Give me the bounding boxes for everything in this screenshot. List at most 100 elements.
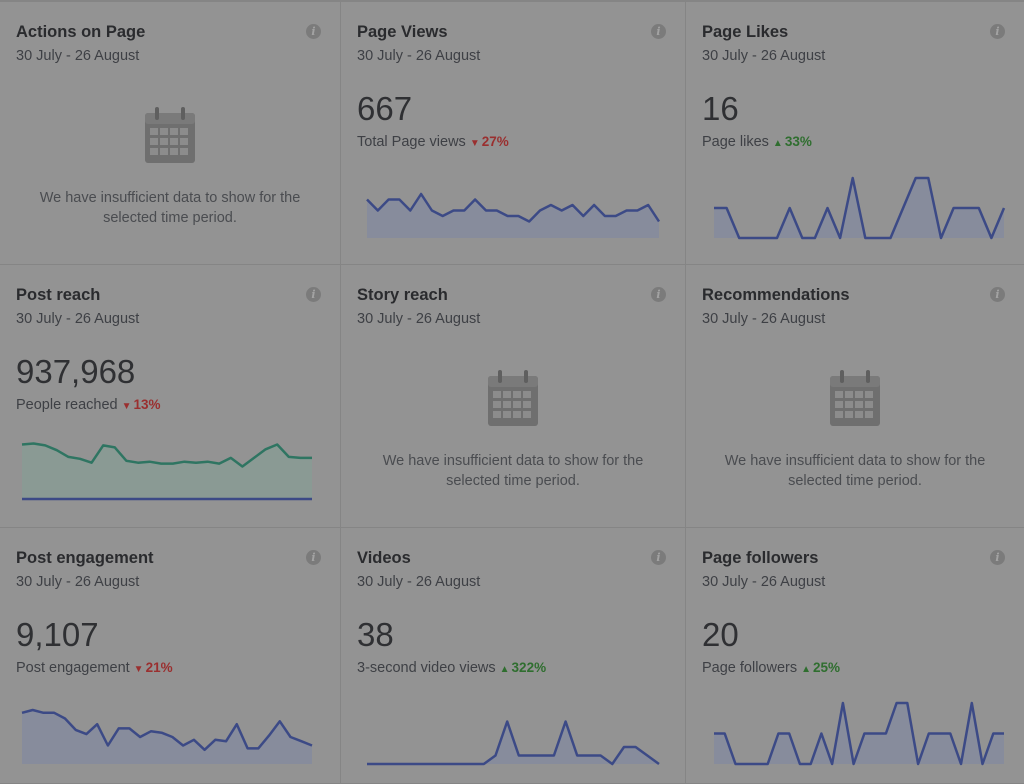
delta-badge: ▼ 21%: [134, 660, 173, 675]
sparkline-chart: [714, 176, 1006, 240]
sparkline-chart: [367, 720, 660, 766]
card-story-reach[interactable]: Story reach 30 July - 26 August i We hav…: [341, 265, 686, 528]
info-icon[interactable]: i: [990, 287, 1005, 302]
metric-label-row: People reached ▼ 13%: [16, 397, 161, 413]
calendar-icon: [145, 107, 195, 163]
sparkline-chart: [21, 708, 313, 764]
metric-label-row: Post engagement ▼ 21%: [16, 660, 173, 676]
card-title: Story reach: [357, 286, 448, 304]
metric-label: Page likes: [702, 134, 769, 150]
metric-value: 667: [357, 90, 413, 127]
card-date-range: 30 July - 26 August: [16, 48, 140, 64]
message-line: We have insufficient data to show for th…: [382, 453, 644, 469]
card-date-range: 30 July - 26 August: [702, 311, 826, 327]
info-icon[interactable]: i: [651, 550, 666, 565]
card-date-range: 30 July - 26 August: [357, 48, 481, 64]
sparkline-area: [367, 721, 659, 764]
delta-value: 21%: [145, 660, 173, 675]
message-line: selected time period.: [446, 473, 580, 489]
delta-value: 33%: [784, 134, 812, 149]
card-post-reach[interactable]: Post reach 30 July - 26 August i 937,968…: [0, 265, 341, 528]
insufficient-data-message: We have insufficient data to show for th…: [341, 451, 685, 491]
calendar-icon: [830, 370, 880, 426]
info-icon[interactable]: i: [306, 24, 321, 39]
info-icon[interactable]: i: [306, 287, 321, 302]
metric-value: 20: [702, 616, 739, 653]
delta-badge: ▲ 33%: [773, 134, 812, 149]
card-page-likes[interactable]: Page Likes 30 July - 26 August i 16 Page…: [686, 2, 1024, 265]
card-title: Actions on Page: [16, 23, 146, 41]
triangle-up-icon: ▲: [801, 664, 812, 675]
metric-label: People reached: [16, 397, 118, 413]
insufficient-data-message: We have insufficient data to show for th…: [686, 451, 1024, 491]
triangle-down-icon: ▼: [133, 664, 144, 675]
metric-label-row: 3-second video views ▲ 322%: [357, 660, 546, 676]
info-icon[interactable]: i: [651, 24, 666, 39]
triangle-down-icon: ▼: [469, 138, 480, 149]
info-icon[interactable]: i: [990, 24, 1005, 39]
sparkline-area: [22, 710, 312, 764]
card-title: Page Views: [357, 23, 448, 41]
delta-badge: ▲ 322%: [500, 660, 546, 675]
sparkline-series-0: [367, 720, 660, 766]
metric-value: 9,107: [16, 616, 99, 653]
metric-label: Post engagement: [16, 660, 130, 676]
triangle-down-icon: ▼: [121, 401, 132, 412]
sparkline-series-0: [21, 708, 313, 752]
calendar-icon: [488, 370, 538, 426]
sparkline-series-0: [714, 701, 1004, 766]
metric-label: Total Page views: [357, 134, 466, 150]
card-page-views[interactable]: Page Views 30 July - 26 August i 667 Tot…: [341, 2, 686, 265]
card-post-engagement[interactable]: Post engagement 30 July - 26 August i 9,…: [0, 528, 341, 784]
delta-badge: ▲ 25%: [801, 660, 840, 675]
card-recommendations[interactable]: Recommendations 30 July - 26 August i We…: [686, 265, 1024, 528]
card-date-range: 30 July - 26 August: [357, 311, 481, 327]
triangle-up-icon: ▲: [499, 664, 510, 675]
sparkline-series-0: [366, 192, 661, 223]
card-actions-on-page[interactable]: Actions on Page 30 July - 26 August i We…: [0, 2, 341, 265]
triangle-up-icon: ▲: [772, 138, 783, 149]
info-icon[interactable]: i: [990, 550, 1005, 565]
delta-value: 25%: [813, 660, 841, 675]
delta-value: 322%: [511, 660, 547, 675]
sparkline-area: [714, 703, 1004, 764]
info-icon[interactable]: i: [651, 287, 666, 302]
metric-label-row: Total Page views ▼ 27%: [357, 134, 509, 150]
sparkline-chart: [366, 192, 661, 238]
sparkline-chart: [714, 701, 1004, 766]
metric-value: 937,968: [16, 353, 136, 390]
sparkline-series-0: [714, 176, 1006, 240]
card-date-range: 30 July - 26 August: [702, 574, 826, 590]
metric-label: 3-second video views: [357, 660, 496, 676]
sparkline-area: [22, 443, 312, 500]
card-title: Post reach: [16, 286, 101, 304]
insufficient-data-message: We have insufficient data to show for th…: [0, 188, 340, 228]
delta-badge: ▼ 27%: [470, 134, 509, 149]
message-line: selected time period.: [103, 210, 237, 226]
info-icon[interactable]: i: [306, 550, 321, 565]
metric-label: Page followers: [702, 660, 798, 676]
metric-label-row: Page followers ▲ 25%: [702, 660, 840, 676]
delta-value: 13%: [133, 397, 161, 412]
metric-value: 16: [702, 90, 739, 127]
delta-badge: ▼ 13%: [122, 397, 161, 412]
card-page-followers[interactable]: Page followers 30 July - 26 August i 20 …: [686, 528, 1024, 784]
card-videos[interactable]: Videos 30 July - 26 August i 38 3-second…: [341, 528, 686, 784]
card-title: Page Likes: [702, 23, 789, 41]
card-title: Page followers: [702, 549, 819, 567]
sparkline-series-0: [21, 442, 312, 468]
card-date-range: 30 July - 26 August: [357, 574, 481, 590]
card-date-range: 30 July - 26 August: [16, 574, 140, 590]
message-line: selected time period.: [788, 473, 922, 489]
card-date-range: 30 July - 26 August: [702, 48, 826, 64]
metric-label-row: Page likes ▲ 33%: [702, 134, 812, 150]
card-title: Recommendations: [702, 286, 850, 304]
metric-value: 38: [357, 616, 394, 653]
card-title: Post engagement: [16, 549, 154, 567]
delta-value: 27%: [481, 134, 509, 149]
card-date-range: 30 July - 26 August: [16, 311, 140, 327]
sparkline-chart: [21, 442, 312, 501]
card-title: Videos: [357, 549, 411, 567]
message-line: We have insufficient data to show for th…: [39, 190, 301, 206]
